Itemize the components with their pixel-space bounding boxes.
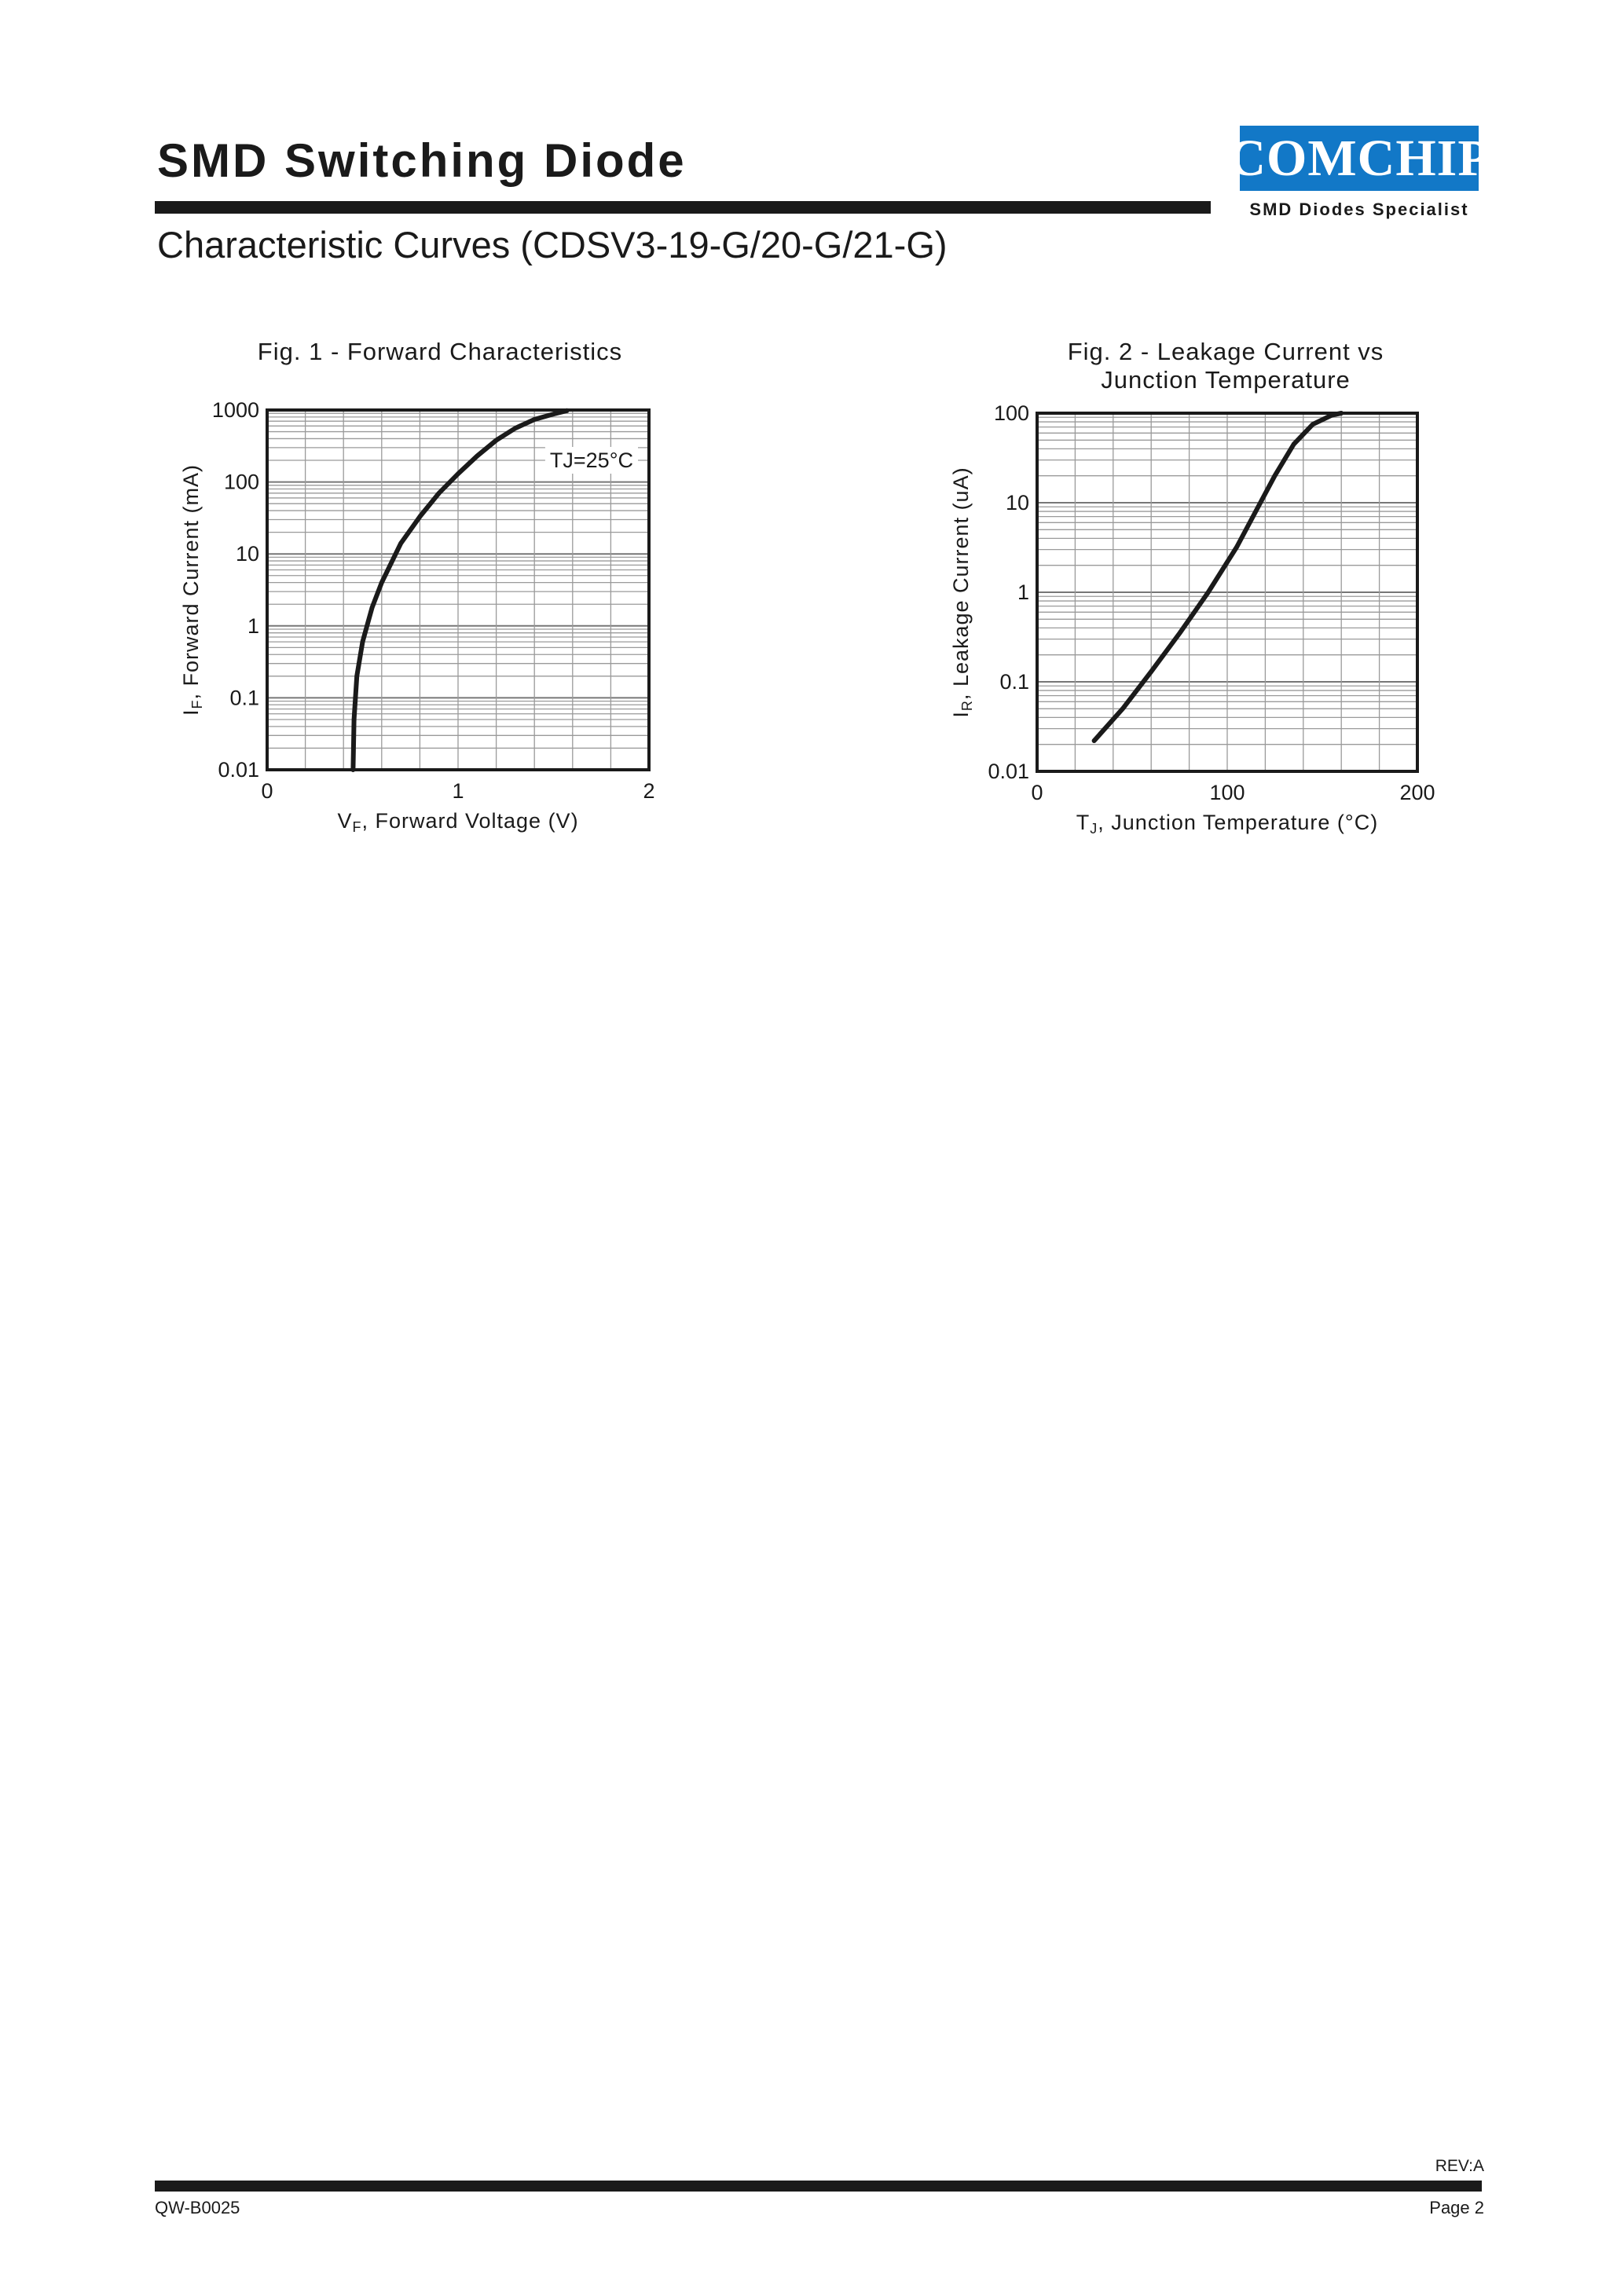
document-subtitle: Characteristic Curves (CDSV3-19-G/20-G/2…: [157, 224, 948, 265]
fig1-ytick-label: 0.1: [229, 686, 259, 709]
fig2-title: Fig. 2 - Leakage Current vs Junction Tem…: [1067, 338, 1384, 394]
fig1-annotation-bg: [544, 447, 638, 474]
document-code: QW-B0025: [155, 2198, 240, 2217]
fig1-xtick-label: 0: [261, 779, 273, 803]
fig2-xtick-label: 100: [1209, 781, 1245, 804]
page-number: Page 2: [1429, 2198, 1484, 2217]
logo-tagline: SMD Diodes Specialist: [1249, 200, 1469, 219]
footer-rule: [155, 2181, 1482, 2192]
fig2-ytick-label: 0.01: [988, 760, 1029, 783]
document-title: SMD Switching Diode: [157, 134, 687, 187]
fig2-series-line: [1091, 411, 1344, 743]
company-logo: COMCHIP: [1228, 126, 1490, 191]
fig2-frame: [1036, 412, 1419, 773]
fig1-ytick-label: 1000: [212, 398, 259, 422]
fig1-annotation: TJ=25°C: [550, 449, 633, 472]
fig1-ytick-label: 100: [224, 471, 259, 494]
fig2-ytick-label: 0.1: [999, 670, 1029, 694]
fig1-xtick-label: 2: [643, 779, 654, 803]
fig2-x-axis-label: TJ, Junction Temperature (°C): [1076, 811, 1378, 837]
fig1-frame: [266, 408, 651, 771]
fig2-grid: [1037, 413, 1417, 771]
fig1-xtick-label: 1: [452, 779, 464, 803]
fig1-x-axis-label: VF, Forward Voltage (V): [337, 809, 578, 835]
fig1-grid: [267, 410, 649, 770]
header-rule: [155, 201, 1211, 214]
fig2-chart: 0.01 0.1 1 10 100 0 100 200 TJ, Junction Tempera…: [949, 401, 1435, 837]
fig1-series-line: [350, 408, 570, 772]
fig2-xtick-label: 0: [1031, 781, 1043, 804]
fig1-chart: 0.01 0.1 1 10 100 1000 0 1 2 VF, Forward Voltage …: [179, 398, 655, 835]
fig1-ytick-label: 10: [236, 542, 259, 566]
fig2-xtick-label: 200: [1399, 781, 1435, 804]
fig2-y-axis-label: IR, Leakage Current (uA): [949, 467, 975, 717]
fig1-title: Fig. 1 - Forward Characteristics: [257, 338, 623, 365]
fig2-ytick-label: 100: [994, 401, 1029, 425]
fig1-y-axis-label: IF, Forward Current (mA): [179, 464, 205, 716]
logo-text: COMCHIP: [1228, 129, 1490, 187]
fig2-ytick-label: 10: [1006, 491, 1029, 514]
revision-label: REV:A: [1435, 2157, 1484, 2175]
fig2-ytick-label: 1: [1017, 580, 1029, 604]
fig1-ytick-label: 0.01: [218, 758, 259, 782]
fig1-ytick-label: 1: [247, 614, 259, 638]
